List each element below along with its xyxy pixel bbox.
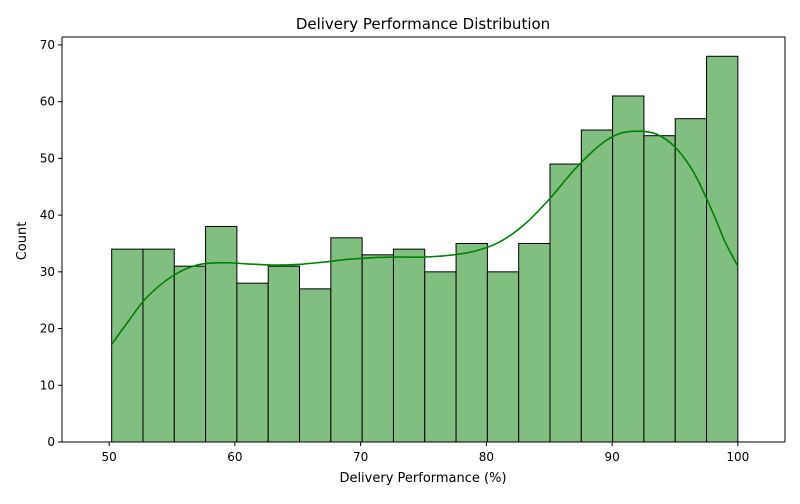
bars-group — [111, 55, 739, 443]
kde-curve — [111, 130, 739, 345]
histogram-bar — [580, 129, 614, 443]
y-tick-label: 60 — [40, 95, 55, 109]
y-ticks-group: 0 10 20 30 40 50 60 70 — [40, 38, 62, 449]
histogram-bar — [612, 95, 645, 443]
x-axis-label: Delivery Performance (%) — [339, 471, 506, 486]
histogram-bar — [267, 265, 301, 443]
histogram-bar — [518, 242, 551, 443]
y-tick-label: 70 — [40, 38, 55, 52]
histogram-bar — [424, 271, 457, 443]
x-tick-label: 50 — [102, 450, 117, 464]
histogram-bar — [236, 282, 269, 443]
x-tick-label: 100 — [726, 450, 749, 464]
y-tick-label: 50 — [40, 151, 55, 165]
histogram-bar — [643, 135, 676, 443]
x-tick-label: 90 — [604, 450, 619, 464]
histogram-bar — [549, 163, 582, 443]
x-ticks-group: 50 60 70 80 90 100 — [102, 442, 749, 464]
y-tick-label: 40 — [40, 208, 55, 222]
histogram-bar — [486, 271, 520, 443]
histogram-bar — [142, 248, 175, 443]
axes-group — [61, 36, 786, 443]
histogram-bar — [455, 242, 488, 443]
histogram-bar — [361, 254, 394, 443]
histogram-bar — [330, 237, 363, 443]
x-tick-label: 60 — [227, 450, 242, 464]
histogram-bar — [173, 265, 207, 443]
y-tick-label: 0 — [47, 435, 55, 449]
y-tick-label: 30 — [40, 265, 55, 279]
histogram-bar — [299, 288, 332, 443]
y-axis-label: Count — [15, 222, 30, 261]
histogram-bar — [111, 248, 144, 443]
histogram-bar — [205, 225, 238, 443]
x-tick-label: 80 — [479, 450, 494, 464]
x-tick-label: 70 — [353, 450, 368, 464]
histogram-bar — [706, 55, 739, 443]
y-tick-label: 10 — [40, 378, 55, 392]
histogram-bar — [392, 248, 426, 443]
y-tick-label: 20 — [40, 322, 55, 336]
histogram-bar — [674, 118, 708, 443]
chart-title: Delivery Performance Distribution — [296, 15, 550, 33]
